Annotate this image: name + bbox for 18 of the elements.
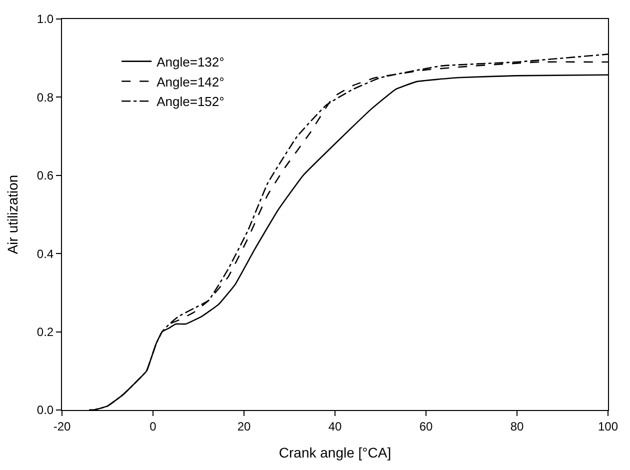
x-tick-label: 0 — [150, 419, 157, 434]
y-tick-label: 0.4 — [36, 246, 54, 261]
legend-label: Angle=142° — [156, 74, 224, 90]
y-tick-label: 0.6 — [36, 168, 54, 183]
x-tick-label: 60 — [419, 419, 433, 434]
x-tick-label: -20 — [53, 419, 71, 434]
y-tick-label: 0.0 — [36, 403, 54, 418]
y-tick-label: 0.8 — [36, 90, 54, 104]
y-tick-label: 0.2 — [36, 325, 54, 339]
x-axis-title: Crank angle [°CA] — [278, 444, 392, 461]
x-tick-label: 100 — [598, 419, 618, 434]
x-tick-label: 20 — [237, 419, 251, 434]
legend-label: Angle=152° — [156, 94, 224, 110]
y-tick-label: 1.0 — [36, 12, 54, 26]
x-tick-label: 80 — [510, 419, 524, 434]
y-axis-title: Air utilization — [4, 174, 21, 254]
legend-label: Angle=132° — [156, 54, 224, 70]
x-tick-label: 40 — [328, 419, 342, 434]
